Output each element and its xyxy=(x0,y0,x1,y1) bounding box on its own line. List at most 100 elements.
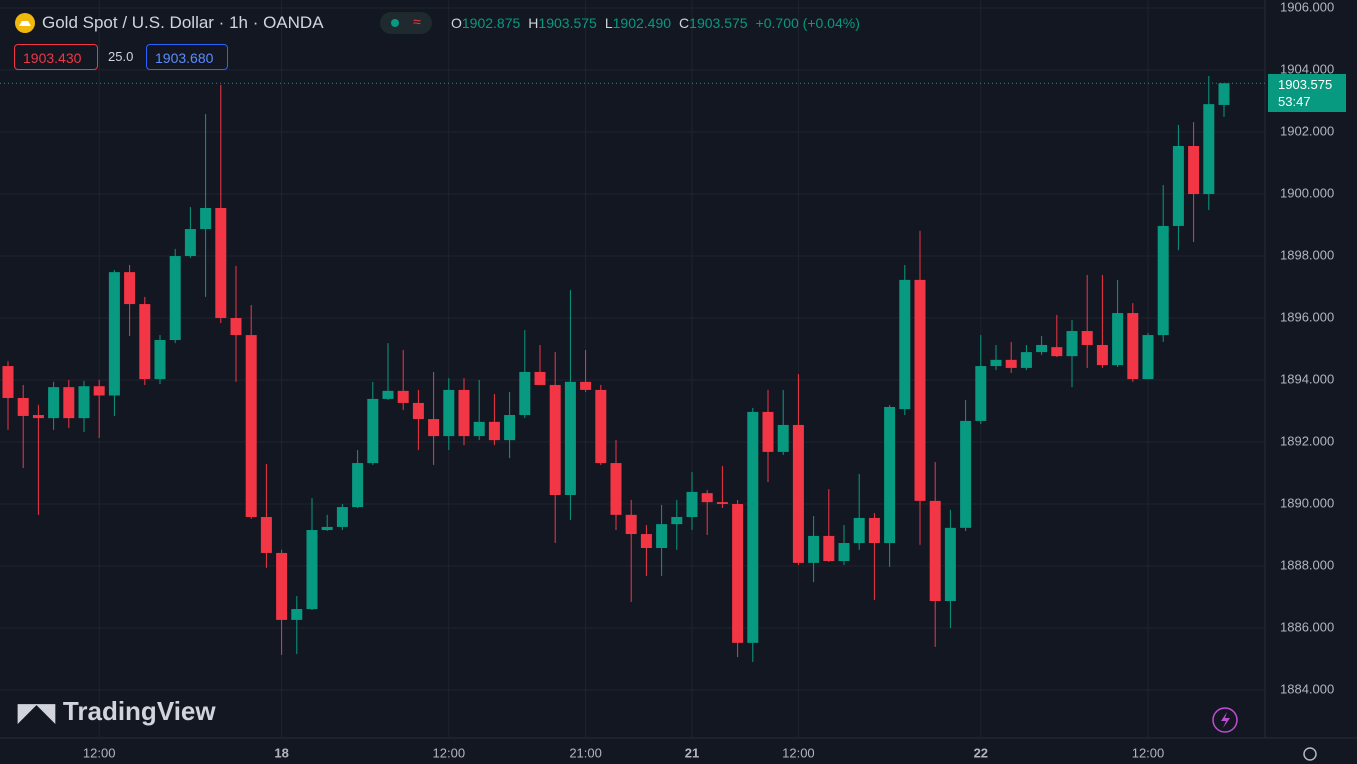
candle xyxy=(732,499,744,658)
y-tick-label: 1884.000 xyxy=(1280,681,1334,696)
candle-body xyxy=(732,503,744,643)
candle-body xyxy=(124,272,136,305)
candle-body xyxy=(1020,352,1032,368)
candle xyxy=(884,405,896,567)
candle xyxy=(762,389,774,482)
candle-body xyxy=(443,389,455,437)
candle xyxy=(944,509,956,628)
x-tick-label: 12:00 xyxy=(433,745,466,760)
candle xyxy=(853,473,865,550)
candle xyxy=(640,525,652,576)
candle xyxy=(412,389,424,451)
ohlc-key: O xyxy=(451,15,462,31)
candle xyxy=(200,114,212,297)
candle-body xyxy=(595,389,607,464)
candle xyxy=(443,378,455,451)
candle-body xyxy=(823,535,835,562)
last-price: 1903.575 xyxy=(1278,77,1333,93)
candle-body xyxy=(1172,145,1184,226)
candle xyxy=(306,498,318,610)
candle-body xyxy=(1112,313,1124,366)
ohlc-legend: O1902.875 H1903.575 L1902.490 C1903.575 +0.7… xyxy=(451,15,860,31)
candle-body xyxy=(990,359,1002,367)
candle-body xyxy=(412,402,424,420)
x-tick-label: 21:00 xyxy=(569,745,602,760)
candle xyxy=(1081,274,1093,368)
watermark-text: TradingView xyxy=(62,696,216,726)
candle xyxy=(473,380,485,441)
x-tick-label: 21 xyxy=(685,745,699,760)
symbol-logo xyxy=(15,13,35,33)
candle-body xyxy=(184,229,196,257)
candle xyxy=(321,514,333,531)
candle-body xyxy=(473,421,485,437)
candle xyxy=(108,269,120,416)
ohlc-key: L xyxy=(604,15,613,31)
candle-body xyxy=(564,381,576,495)
candle xyxy=(656,504,668,576)
candle xyxy=(1172,124,1184,251)
candle-body xyxy=(929,500,941,602)
candle xyxy=(701,490,713,535)
candle xyxy=(914,230,926,545)
candle xyxy=(534,344,546,385)
candle-body xyxy=(276,552,288,620)
candle-body xyxy=(686,491,698,518)
candle xyxy=(1036,335,1048,355)
candle-body xyxy=(245,335,257,518)
countdown: 53:47 xyxy=(1278,94,1311,110)
candle xyxy=(610,440,622,531)
settings-icon[interactable] xyxy=(1303,747,1317,761)
candle-body xyxy=(777,424,789,452)
candle-body xyxy=(48,387,60,419)
candle xyxy=(276,549,288,655)
candle-body xyxy=(1203,104,1215,195)
candle xyxy=(260,464,272,568)
ohlc-value: 1903.575 xyxy=(538,15,597,31)
candle-body xyxy=(397,390,409,403)
watermark: ◤◥ TradingView xyxy=(18,696,216,726)
candle xyxy=(747,407,759,663)
candle xyxy=(686,472,698,531)
candle-body xyxy=(701,493,713,503)
candle-body xyxy=(944,527,956,602)
candle-body xyxy=(200,207,212,230)
candle xyxy=(1020,344,1032,371)
candle-body xyxy=(838,543,850,562)
candle-body xyxy=(640,534,652,548)
candle-body xyxy=(93,386,105,396)
candle-body xyxy=(321,526,333,531)
candle-body xyxy=(1005,359,1017,368)
candle xyxy=(458,378,470,446)
candle-body xyxy=(306,530,318,610)
candle xyxy=(291,596,303,655)
candle-body xyxy=(458,389,470,437)
candle-body xyxy=(260,517,272,553)
candle-body xyxy=(215,207,227,319)
y-tick-label: 1896.000 xyxy=(1280,309,1334,324)
symbol-title[interactable]: Gold Spot / U.S. Dollar · 1h · OANDA xyxy=(42,13,324,32)
x-tick-label: 12:00 xyxy=(1132,745,1165,760)
candle-body xyxy=(1188,145,1200,195)
grid xyxy=(0,0,1265,738)
alert-icon[interactable] xyxy=(1212,707,1238,733)
candle xyxy=(230,265,242,382)
candle xyxy=(1066,319,1078,388)
candle xyxy=(519,330,531,419)
spread: 25.0 xyxy=(108,49,134,64)
y-tick-label: 1902.000 xyxy=(1280,123,1334,138)
candle xyxy=(1005,341,1017,373)
ohlc-key: C xyxy=(679,15,690,31)
buy-price[interactable]: 1903.680 xyxy=(146,44,228,70)
candle xyxy=(488,393,500,446)
candle-body xyxy=(230,318,242,336)
candle xyxy=(777,389,789,456)
candle-body xyxy=(792,424,804,563)
sell-price[interactable]: 1903.430 xyxy=(14,44,98,70)
candle-body xyxy=(428,419,440,437)
candle-body xyxy=(17,397,29,416)
x-tick-label: 12:00 xyxy=(83,745,116,760)
candle-body xyxy=(519,371,531,416)
candle xyxy=(215,84,227,323)
